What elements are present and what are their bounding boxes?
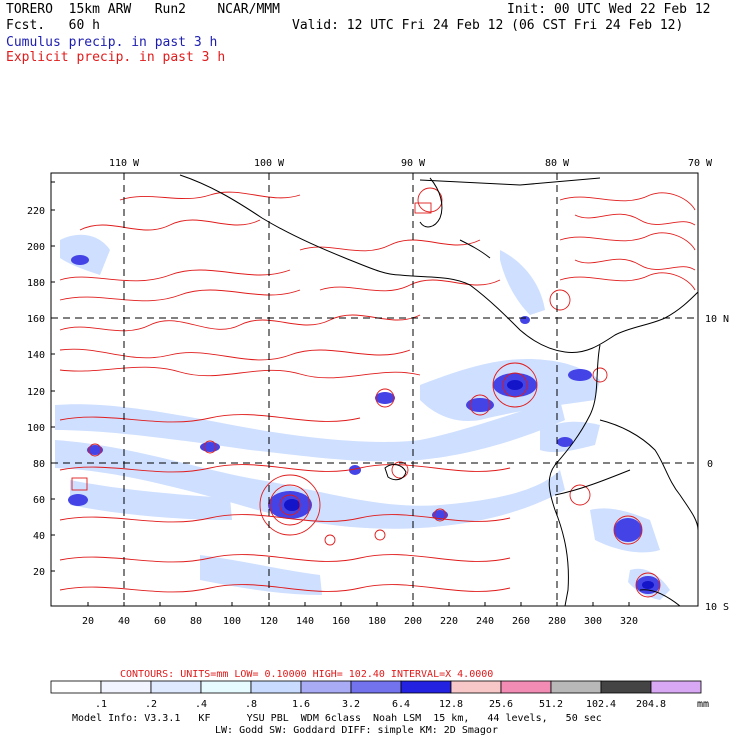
y-tick-label: 160 [27,314,45,325]
x-tick-label: 40 [118,616,130,627]
x-tick-label: 220 [440,616,458,627]
colorbar-swatch [200,680,252,694]
colorbar-label: 51.2 [539,699,563,710]
lon-label: 90 W [401,158,426,169]
explicit-precip-contours [59,187,696,598]
x-tick-label: 140 [296,616,314,627]
x-tick-label: 300 [584,616,602,627]
model-info: Model Info: V3.3.1 KF YSU PBL WDM 6class… [72,713,602,724]
y-tick-label: 40 [33,531,45,542]
contour-info: CONTOURS: UNITS=mm LOW= 0.10000 HIGH= 10… [120,669,493,680]
x-tick-label: 160 [332,616,350,627]
cumulus-precip-peaks [284,380,654,589]
lat-label: 0 [707,459,713,470]
lat-label: 10 S [705,602,729,613]
x-tick-label: 260 [512,616,530,627]
colorbar-label: 12.8 [439,699,463,710]
colorbar-swatch [400,680,452,694]
forecast-hour: Fcst. 60 h [6,18,100,33]
lon-label: 70 W [688,158,713,169]
colorbar-label: .4 [195,699,207,710]
coastlines [179,174,699,607]
colorbar-swatch [600,680,652,694]
legend-explicit: Explicit precip. in past 3 h [6,50,226,65]
x-tick-label: 60 [154,616,166,627]
colorbar-swatch [450,680,502,694]
colorbar-swatch [550,680,602,694]
colorbar-swatch [100,680,152,694]
y-tick-label: 100 [27,423,45,434]
legend-cumulus: Cumulus precip. in past 3 h [6,35,218,50]
x-tick-label: 20 [82,616,94,627]
colorbar-swatch [650,680,702,694]
colorbar-swatch [250,680,302,694]
lon-label: 100 W [254,158,285,169]
y-tick-label: 140 [27,350,45,361]
graticule [51,173,698,606]
colorbar-swatch [300,680,352,694]
colorbar-label: .8 [245,699,257,710]
x-tick-label: 120 [260,616,278,627]
valid-time: Valid: 12 UTC Fri 24 Feb 12 (06 CST Fri … [292,18,684,33]
x-tick-label: 180 [368,616,386,627]
colorbar-swatch [50,680,102,694]
colorbar-label: 25.6 [489,699,513,710]
colorbar-label: 204.8 [636,699,666,710]
colorbar-label: 6.4 [392,699,410,710]
x-tick-label: 80 [190,616,202,627]
colorbar-swatch [500,680,552,694]
colorbar [50,680,702,694]
colorbar-label: .1 [95,699,107,710]
x-tick-label: 280 [548,616,566,627]
lat-label: 10 N [705,314,729,325]
init-time: Init: 00 UTC Wed 22 Feb 12 [507,2,711,17]
colorbar-label: 3.2 [342,699,360,710]
colorbar-label: 102.4 [586,699,616,710]
y-tick-label: 120 [27,387,45,398]
colorbar-unit: mm [697,699,709,710]
y-tick-label: 80 [33,459,45,470]
colorbar-swatch [350,680,402,694]
x-tick-label: 100 [223,616,241,627]
lon-label: 110 W [109,158,140,169]
physics-info: LW: Godd SW: Goddard DIFF: simple KM: 2D… [215,725,498,736]
y-tick-label: 200 [27,242,45,253]
model-title: TORERO 15km ARW Run2 NCAR/MMM [6,2,280,17]
y-tick-label: 180 [27,278,45,289]
colorbar-label: 1.6 [292,699,310,710]
x-tick-label: 200 [404,616,422,627]
x-tick-label: 240 [476,616,494,627]
y-tick-label: 220 [27,206,45,217]
colorbar-swatch [150,680,202,694]
x-tick-label: 320 [620,616,638,627]
y-tick-label: 20 [33,567,45,578]
colorbar-label: .2 [145,699,157,710]
lon-label: 80 W [545,158,570,169]
axis-ticks [51,181,630,606]
y-tick-label: 60 [33,495,45,506]
